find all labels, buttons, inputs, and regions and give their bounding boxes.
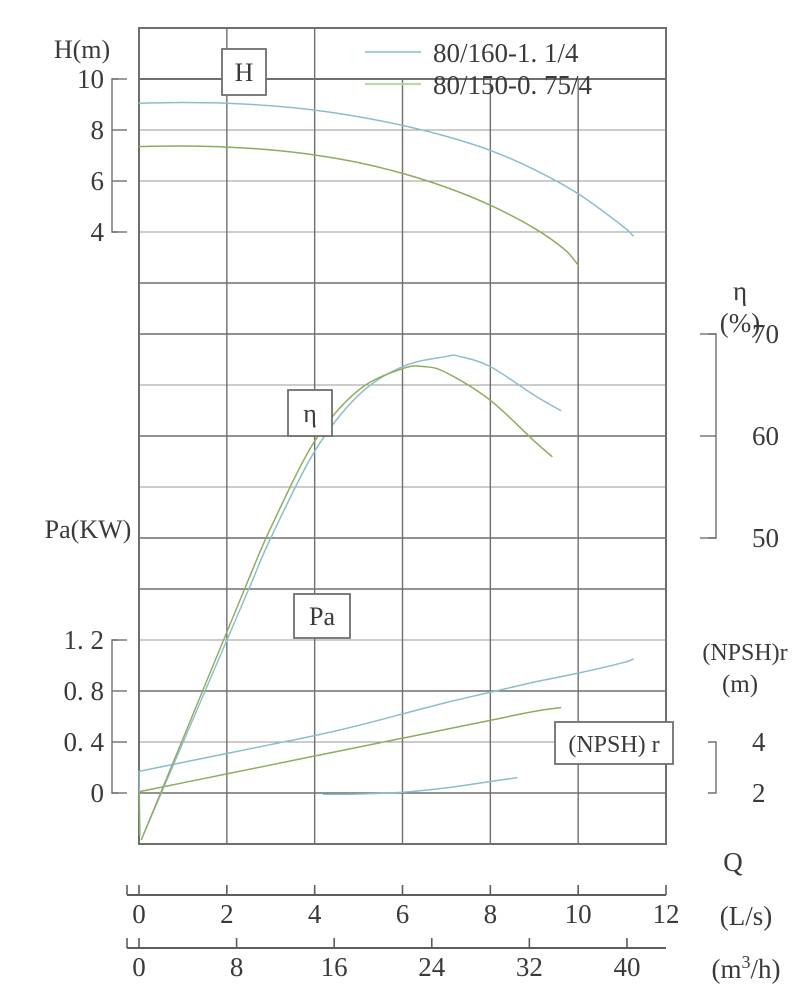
axis-bracket-npsh bbox=[708, 741, 717, 794]
axis-tick-q-ls-6: 6 bbox=[396, 899, 410, 929]
curve-power-riser-s1 bbox=[138, 791, 141, 837]
axis-bracket-power bbox=[111, 639, 118, 794]
axis-tick-head-6: 6 bbox=[91, 166, 105, 196]
axis-title-efficiency: η bbox=[733, 276, 747, 306]
curve-efficiency-s0 bbox=[252, 354, 562, 580]
axis-bracket-efficiency bbox=[708, 333, 717, 539]
axis-tick-efficiency-50: 50 bbox=[752, 523, 779, 553]
axis-tick-q-ls-4: 4 bbox=[308, 899, 322, 929]
curve-power-s0 bbox=[138, 658, 634, 773]
curve-npsh-s0 bbox=[322, 776, 518, 796]
curve-power-s1 bbox=[138, 706, 562, 793]
axis-tick-q-ls-10: 10 bbox=[565, 899, 592, 929]
axis-tick-q-m3h-32: 32 bbox=[516, 952, 543, 982]
axis-tick-power-0: 0 bbox=[91, 778, 105, 808]
axis-tick-q-ls-8: 8 bbox=[484, 899, 498, 929]
axis-tick-q-ls-2: 2 bbox=[220, 899, 234, 929]
axis-unit-npsh: (m) bbox=[722, 671, 758, 698]
axis-tick-q-m3h-8: 8 bbox=[230, 952, 244, 982]
axis-tick-q-ls-12: 12 bbox=[653, 899, 680, 929]
curve-label-box-pa bbox=[293, 593, 351, 639]
axis-tick-npsh-4: 4 bbox=[752, 727, 766, 757]
axis-tick-power-0.8: 0. 8 bbox=[64, 676, 105, 706]
curve-label-text-0: H bbox=[235, 58, 254, 87]
curve-head-s0 bbox=[138, 101, 634, 237]
curve-label-text-1: η bbox=[303, 399, 317, 428]
axis-title-q: Q bbox=[723, 847, 743, 877]
curve-label-box-h bbox=[221, 48, 267, 96]
curve-efficiency-s1 bbox=[248, 365, 553, 580]
legend-label-0: 80/160-1. 1/4 bbox=[433, 38, 579, 68]
axis-unit-q-m3h: (m3/h) bbox=[712, 952, 781, 984]
axis-unit-q-ls: (L/s) bbox=[720, 901, 772, 931]
axis-tick-q-m3h-16: 16 bbox=[321, 952, 348, 982]
curve-head-s1 bbox=[138, 145, 579, 266]
axis-tick-power-1.2: 1. 2 bbox=[64, 625, 105, 655]
axis-tick-q-m3h-0: 0 bbox=[132, 952, 146, 982]
axis-tick-efficiency-70: 70 bbox=[752, 319, 779, 349]
axis-tick-npsh-2: 2 bbox=[752, 778, 766, 808]
axis-tick-power-0.4: 0. 4 bbox=[64, 727, 105, 757]
axis-title-head: H(m) bbox=[54, 35, 110, 64]
axis-title-npsh: (NPSH)r bbox=[702, 640, 787, 666]
curve-label-text-2: Pa bbox=[309, 602, 335, 631]
curve-label-text-3: (NPSH) r bbox=[568, 732, 659, 758]
axis-unit-efficiency: (%) bbox=[720, 308, 760, 338]
curve-label-box-npshr bbox=[554, 721, 674, 765]
plot-frame bbox=[138, 27, 667, 845]
curve-label-box- bbox=[287, 389, 333, 437]
axis-bracket-head bbox=[111, 78, 118, 233]
axis-tick-efficiency-60: 60 bbox=[752, 421, 779, 451]
axis-tick-q-m3h-24: 24 bbox=[418, 952, 446, 982]
legend-label-1: 80/150-0. 75/4 bbox=[433, 70, 592, 100]
axis-tick-head-8: 8 bbox=[91, 115, 105, 145]
curve-efficiency-riser-s1 bbox=[140, 578, 250, 841]
axis-tick-q-m3h-40: 40 bbox=[613, 952, 640, 982]
axis-tick-head-10: 10 bbox=[77, 64, 104, 94]
axis-tick-q-ls-0: 0 bbox=[132, 899, 146, 929]
axis-tick-head-4: 4 bbox=[91, 217, 105, 247]
axis-title-power: Pa(KW) bbox=[45, 515, 132, 544]
